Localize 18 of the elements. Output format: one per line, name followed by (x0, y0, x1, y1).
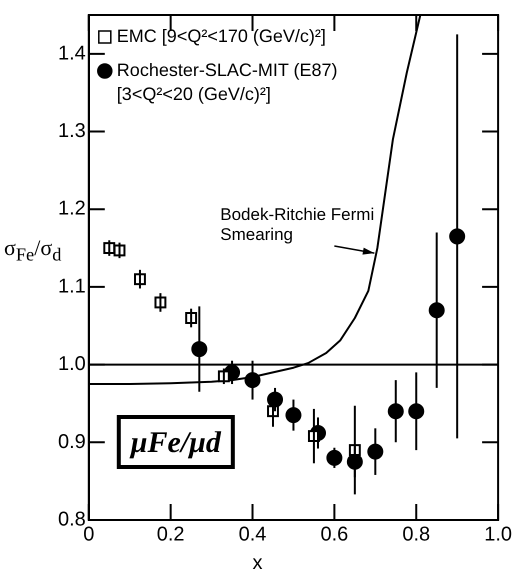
legend-label: Rochester-SLAC-MIT (E87) [3<Q²<20 (GeV/c)²] (116, 60, 338, 104)
legend-label: EMC [9<Q²<170 (GeV/c)²] (116, 26, 326, 46)
x-axis-title: x (252, 552, 264, 575)
y-axis-title: σ$_{Fe}$/σ$_{d}$ (4, 235, 62, 266)
x-tick-label: 0 (83, 524, 94, 546)
y-tick-label: 1.1 (58, 275, 86, 298)
y-tick-label: 1.0 (58, 353, 86, 376)
x-tick-label: 0.2 (156, 524, 185, 546)
x-tick-label: 0.8 (402, 524, 430, 546)
y-tick-label: 1.3 (58, 120, 86, 142)
x-tick-label: 1.0 (484, 524, 512, 546)
annotation: μFe/μd (128, 426, 222, 459)
x-tick-label: 0.4 (238, 524, 266, 546)
y-tick-label: 1.4 (58, 42, 86, 64)
y-tick-label: 0.9 (58, 430, 86, 453)
y-tick-label: 1.2 (58, 198, 86, 220)
series-label: Bodek-Ritchie Fermi Smearing (220, 205, 374, 244)
x-tick-label: 0.6 (320, 524, 348, 546)
